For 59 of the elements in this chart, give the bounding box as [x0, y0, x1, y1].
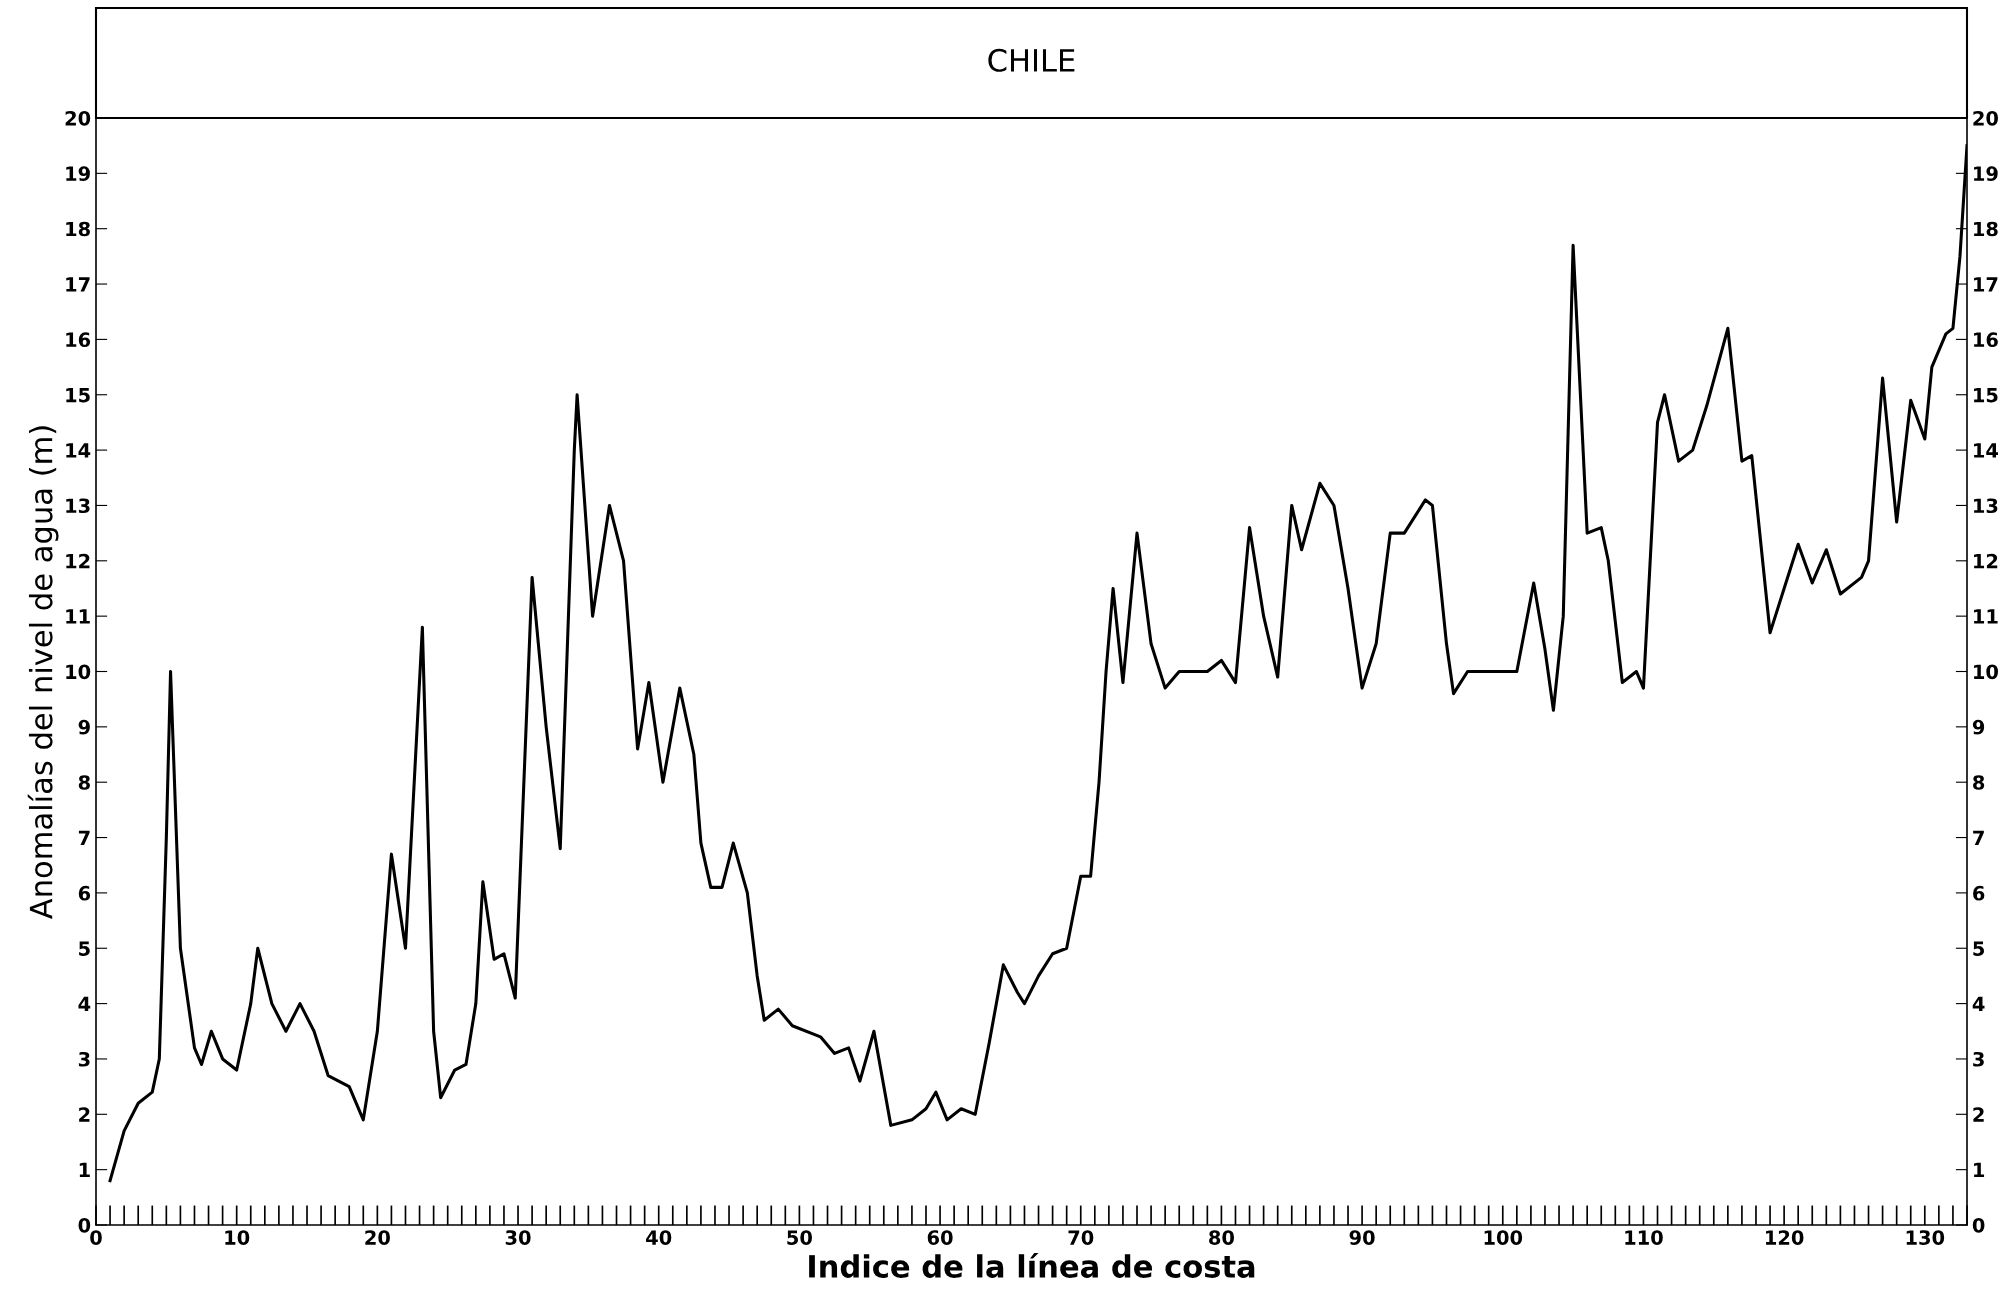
y-tick-label: 16: [66, 332, 91, 348]
y-tick-label: 1: [79, 1162, 90, 1178]
x-tick-label: 110: [1625, 1230, 1663, 1245]
y-tick-label: 19: [66, 166, 90, 182]
y2-tick-label: 6: [1973, 885, 1985, 901]
y-tick-label: 8: [78, 775, 90, 790]
y-tick-label: 2: [79, 1107, 90, 1122]
y2-tick-label: 18: [1974, 221, 1998, 237]
x-tick-label: 60: [927, 1230, 953, 1245]
y2-tick-label: 8: [1973, 775, 1985, 790]
y-tick-label: 14: [66, 443, 91, 458]
x-axis-title: Indice de la línea de costa: [809, 1253, 1255, 1278]
y2-tick-label: 4: [1972, 996, 1985, 1011]
x-tick-label: 130: [1906, 1230, 1945, 1245]
y-tick-label: 5: [79, 941, 90, 956]
y-tick-label: 11: [66, 609, 90, 624]
y2-tick-label: 9: [1972, 719, 1985, 735]
x-tick-label: 40: [646, 1230, 672, 1245]
x-tick-label: 0: [90, 1230, 102, 1245]
y-tick-label: 3: [78, 1051, 90, 1067]
y2-tick-label: 14: [1974, 443, 1999, 458]
x-tick-label: 70: [1068, 1230, 1094, 1245]
y-tick-label: 10: [66, 664, 91, 680]
x-tick-label: 20: [365, 1230, 390, 1245]
y-tick-label: 6: [78, 885, 91, 901]
x-tick-label: 10: [225, 1230, 250, 1245]
y-tick-label: 12: [66, 553, 90, 569]
y2-tick-label: 3: [1973, 1051, 1984, 1067]
y2-tick-label: 19: [1974, 166, 1998, 182]
y-tick-label: 13: [66, 498, 90, 514]
x-tick-label: 80: [1209, 1230, 1235, 1245]
y2-tick-label: 1: [1974, 1162, 1985, 1178]
y2-tick-label: 15: [1974, 387, 1998, 403]
x-tick-label: 100: [1484, 1230, 1523, 1245]
y-tick-label: 18: [66, 221, 90, 237]
y2-tick-label: 16: [1974, 332, 1998, 348]
chart-title: CHILE: [988, 48, 1075, 72]
y2-tick-label: 10: [1974, 664, 1998, 680]
y2-tick-label: 2: [1973, 1107, 1984, 1122]
x-tick-label: 90: [1349, 1230, 1375, 1245]
y-tick-label: 7: [78, 830, 90, 845]
y-axis-title: Anomalías del nivel de agua (m): [27, 426, 59, 920]
y-tick-label: 0: [78, 1217, 91, 1233]
y2-tick-label: 20: [1973, 110, 1998, 126]
x-tick-label: 120: [1766, 1230, 1804, 1245]
y2-tick-label: 7: [1973, 830, 1984, 845]
y-tick-label: 9: [78, 719, 90, 735]
x-tick-label: 30: [505, 1230, 531, 1245]
y-tick-label: 20: [65, 110, 91, 126]
y-tick-label: 17: [66, 277, 90, 292]
x-tick-label: 50: [787, 1230, 812, 1245]
y-tick-label: 4: [78, 996, 91, 1011]
y2-tick-label: 11: [1974, 609, 1998, 624]
y2-tick-label: 0: [1972, 1217, 1985, 1233]
y-tick-label: 15: [66, 387, 90, 403]
y2-tick-label: 12: [1974, 553, 1998, 569]
y2-tick-label: 5: [1973, 941, 1985, 956]
y2-tick-label: 17: [1974, 277, 1998, 292]
y2-tick-label: 13: [1974, 498, 1998, 514]
